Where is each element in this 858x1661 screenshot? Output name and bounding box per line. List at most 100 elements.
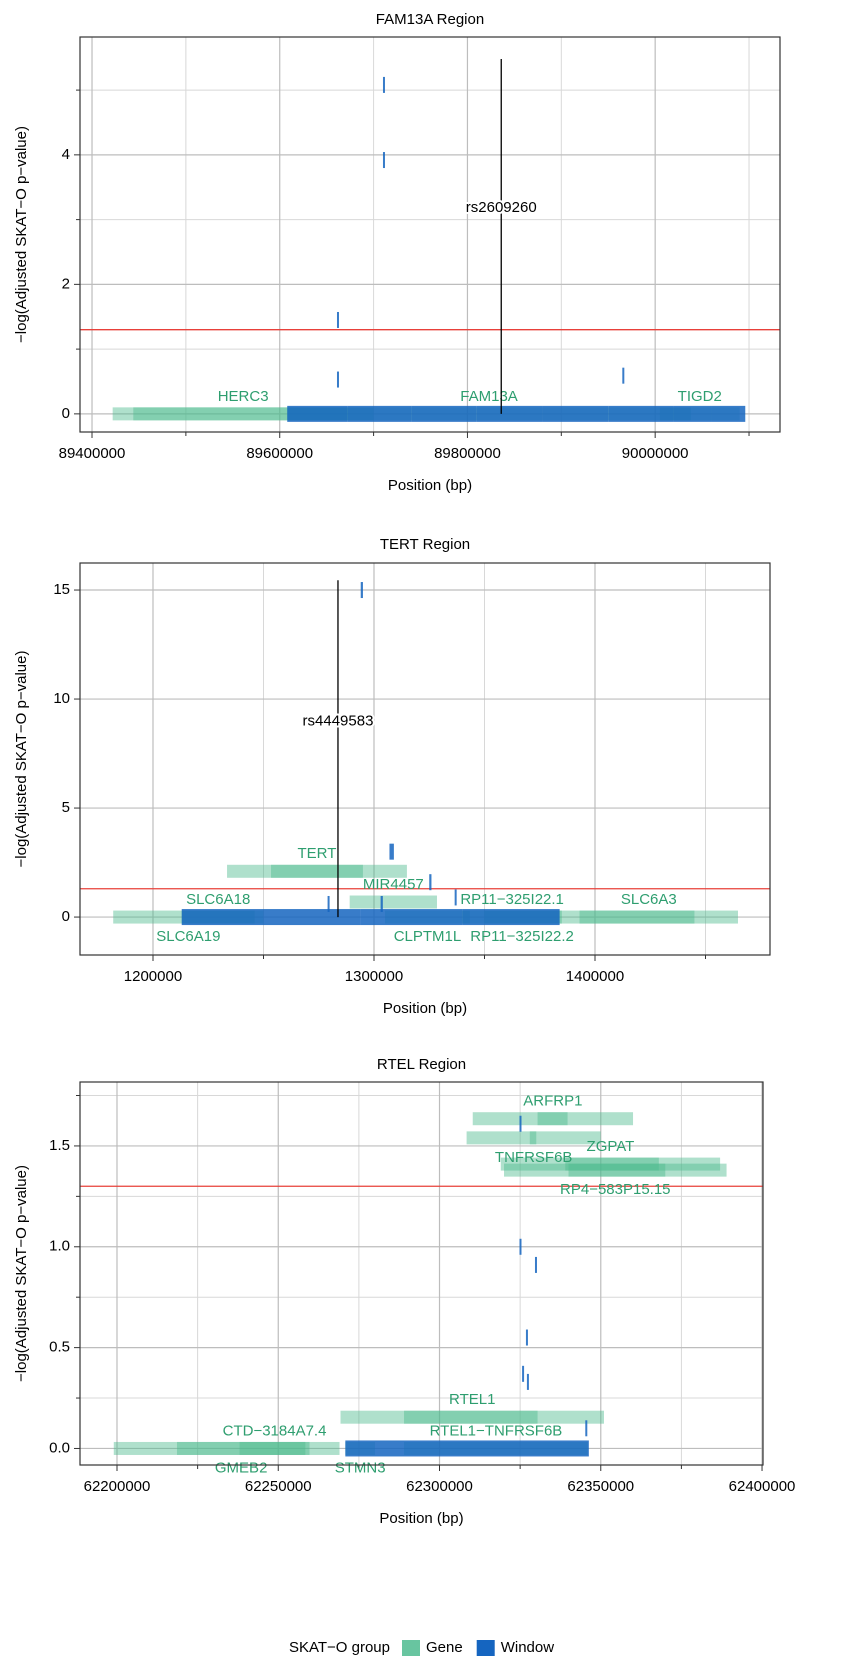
gene-label: FAM13A	[460, 388, 518, 405]
x-tick-label: 1400000	[566, 968, 624, 985]
x-tick-label: 62350000	[567, 1478, 634, 1495]
window-bar	[608, 405, 674, 422]
plot-frame	[79, 562, 771, 956]
y-tick-label: 0.5	[49, 1339, 70, 1356]
gene-label: RP11−325I22.2	[470, 928, 574, 945]
gene-bar	[176, 1441, 306, 1455]
gene-bar	[559, 910, 738, 924]
gene-bar	[500, 1157, 721, 1171]
chart-title: RTEL Region	[377, 1056, 466, 1073]
x-axis-label: Position (bp)	[383, 1000, 467, 1017]
gene-label: CTD−3184A7.4	[223, 1422, 327, 1439]
gene-label: ZGPAT	[587, 1138, 635, 1155]
window-bar	[411, 405, 477, 422]
window-bar	[622, 367, 625, 384]
window-bar	[382, 152, 385, 169]
gene-label: TNFRSF6B	[495, 1149, 573, 1166]
legend: SKAT−O group Gene Window	[289, 1639, 554, 1656]
x-axis-label: Position (bp)	[388, 477, 472, 494]
y-tick-label: 1.0	[49, 1238, 70, 1255]
window-bar	[429, 874, 432, 891]
window-bar	[585, 1420, 588, 1437]
y-tick-label: 15	[53, 581, 70, 598]
gene-label: RP11−325I22.1	[460, 891, 564, 908]
grid	[80, 37, 780, 432]
gene-label: RTEL1−TNFRSF6B	[430, 1422, 563, 1439]
window-bar	[462, 909, 560, 926]
chart-title: FAM13A Region	[376, 11, 484, 28]
gene-bar	[349, 895, 437, 909]
marks	[112, 76, 746, 422]
window-bar	[519, 1115, 522, 1132]
window-bar	[347, 405, 412, 422]
gene-label: RP4−583P15.15	[560, 1181, 671, 1198]
gene-label: RTEL1	[449, 1391, 495, 1408]
legend-label: Gene	[426, 1639, 463, 1656]
x-tick-label: 89800000	[434, 445, 501, 462]
window-bar	[181, 909, 361, 926]
window-bar	[380, 895, 383, 912]
window-bar	[327, 895, 330, 912]
gene-bar	[565, 1157, 659, 1171]
y-tick-label: 10	[53, 690, 70, 707]
y-axis-label: −log(Adjusted SKAT−O p−value)	[13, 126, 30, 343]
gene-bar	[404, 1410, 538, 1424]
window-bar	[711, 405, 746, 422]
grid	[80, 1082, 763, 1465]
panel: RTEL Region Position (bp) −log(Adjusted SK…	[13, 1056, 795, 1527]
gene-bar	[271, 864, 363, 878]
gene-bar	[504, 1163, 727, 1177]
marks	[113, 582, 738, 926]
snp-label: rs4449583	[303, 713, 374, 730]
gene-label: ARFRP1	[523, 1093, 582, 1110]
legend-swatch	[476, 1640, 495, 1656]
window-bar	[476, 405, 543, 422]
plot-frame	[79, 36, 781, 433]
gene-label: TIGD2	[678, 388, 722, 405]
chart-title: TERT Region	[380, 536, 470, 553]
y-tick-label: 0	[62, 908, 70, 925]
x-tick-label: 62300000	[406, 1478, 473, 1495]
gene-label: GMEB2	[215, 1459, 268, 1476]
panel: TERT Region Position (bp) −log(Adjusted SK…	[13, 536, 771, 1017]
window-bar	[525, 1329, 528, 1346]
marks	[113, 1112, 727, 1457]
y-tick-label: 0	[62, 405, 70, 422]
gene-label: SLC6A18	[186, 891, 250, 908]
gene-bar	[579, 910, 695, 924]
gene-bar	[239, 1441, 310, 1455]
y-tick-label: 5	[62, 799, 70, 816]
window-bar	[360, 582, 363, 599]
gene-label: SLC6A3	[621, 891, 677, 908]
window-bar	[336, 371, 339, 388]
y-axis-label: −log(Adjusted SKAT−O p−value)	[13, 1165, 30, 1382]
panel: FAM13A Region Position (bp) −log(Adjusted …	[13, 11, 781, 494]
x-tick-label: 90000000	[622, 445, 689, 462]
y-tick-label: 1.5	[49, 1137, 70, 1154]
gene-bar	[340, 1410, 604, 1424]
window-bar	[360, 909, 463, 926]
x-tick-label: 62400000	[729, 1478, 796, 1495]
window-bar	[542, 405, 609, 422]
window-bar	[389, 843, 394, 860]
gene-bar	[537, 1112, 568, 1126]
x-tick-label: 89400000	[59, 445, 126, 462]
y-axis-label: −log(Adjusted SKAT−O p−value)	[13, 651, 30, 868]
gene-label: CLPTM1L	[394, 928, 462, 945]
y-tick-label: 0.0	[49, 1439, 70, 1456]
gene-bar	[568, 1163, 666, 1177]
gene-label: TERT	[298, 845, 337, 862]
gene-label: STMN3	[335, 1459, 386, 1476]
window-bar	[522, 1365, 525, 1382]
window-bar	[382, 76, 385, 93]
window-bar	[345, 1440, 589, 1457]
window-bar	[287, 405, 348, 422]
legend-label: Window	[501, 1639, 555, 1656]
x-tick-label: 62200000	[84, 1478, 151, 1495]
gene-label: MIR4457	[363, 876, 424, 893]
snp-label: rs2609260	[466, 199, 537, 216]
x-axis-label: Position (bp)	[379, 1510, 463, 1527]
y-tick-label: 2	[62, 275, 70, 292]
window-bar	[454, 889, 457, 906]
